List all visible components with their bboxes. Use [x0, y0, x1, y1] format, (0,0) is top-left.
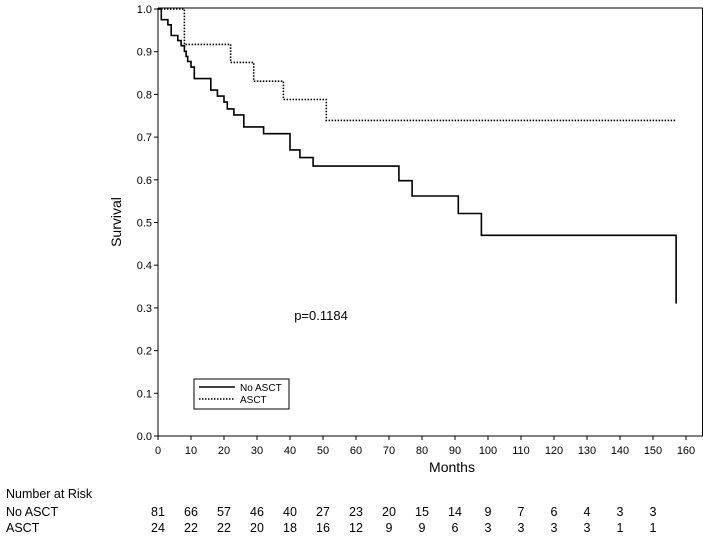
risk-value: 1 — [650, 521, 657, 535]
risk-value: 9 — [419, 521, 426, 535]
risk-table: Number at Risk No ASCT ASCT 81 66 57 46 40 27… — [6, 487, 657, 535]
x-tick-label: 30 — [251, 445, 263, 457]
risk-table-title: Number at Risk — [6, 487, 93, 501]
risk-value: 20 — [382, 505, 396, 519]
risk-value: 3 — [518, 521, 525, 535]
y-tick-label: 0.1 — [137, 388, 152, 400]
y-tick-label: 0.4 — [137, 260, 152, 272]
risk-value: 20 — [250, 521, 264, 535]
risk-value: 3 — [617, 505, 624, 519]
risk-value: 3 — [650, 505, 657, 519]
x-tick-label: 110 — [512, 445, 530, 457]
y-tick-label: 0.0 — [137, 431, 152, 443]
y-tick-label: 0.2 — [137, 346, 152, 358]
risk-value: 81 — [151, 505, 165, 519]
x-tick-label: 140 — [611, 445, 629, 457]
risk-value: 1 — [617, 521, 624, 535]
y-tick-label: 1.0 — [137, 4, 152, 16]
risk-value: 7 — [518, 505, 525, 519]
p-value-annotation: p=0.1184 — [294, 308, 348, 323]
legend-box — [193, 378, 290, 410]
y-tick-label: 0.6 — [137, 175, 152, 187]
risk-value: 12 — [349, 521, 363, 535]
x-tick-label: 160 — [677, 445, 695, 457]
y-tick-label: 0.5 — [137, 218, 152, 230]
x-tick-label: 120 — [545, 445, 563, 457]
x-tick-label: 60 — [350, 445, 362, 457]
x-tick-label: 90 — [449, 445, 461, 457]
legend-label-no-asct: No ASCT — [240, 383, 282, 394]
risk-value: 9 — [485, 505, 492, 519]
plot-axes: 0.0 0.1 0.2 0.3 0.4 0.5 0.6 0.7 0.8 0.9 1.0 0 10 20 30… — [137, 4, 703, 457]
risk-value: 9 — [386, 521, 393, 535]
risk-value: 15 — [415, 505, 429, 519]
risk-value: 14 — [448, 505, 462, 519]
risk-row-label-no-asct: No ASCT — [6, 505, 58, 519]
risk-value: 24 — [151, 521, 165, 535]
x-axis-title: Months — [429, 459, 475, 475]
risk-value: 3 — [485, 521, 492, 535]
x-tick-label: 10 — [185, 445, 197, 457]
y-tick-label: 0.8 — [137, 89, 152, 101]
x-tick-label: 80 — [416, 445, 428, 457]
y-axis-title: Survival — [108, 197, 124, 247]
risk-value: 3 — [551, 521, 558, 535]
x-tick-label: 40 — [284, 445, 296, 457]
y-tick-label: 0.3 — [137, 303, 152, 315]
risk-value: 6 — [551, 505, 558, 519]
risk-value: 57 — [217, 505, 231, 519]
risk-value: 66 — [184, 505, 198, 519]
risk-row-label-asct: ASCT — [6, 521, 40, 535]
y-tick-label: 0.9 — [137, 47, 152, 59]
x-tick-label: 0 — [155, 445, 161, 457]
risk-value: 6 — [452, 521, 459, 535]
risk-value: 3 — [584, 521, 591, 535]
x-tick-label: 150 — [644, 445, 662, 457]
x-tick-label: 20 — [218, 445, 230, 457]
risk-value: 23 — [349, 505, 363, 519]
risk-value: 18 — [283, 521, 297, 535]
series-line-no-asct — [158, 8, 677, 304]
risk-value: 46 — [250, 505, 264, 519]
series-layer — [158, 8, 677, 304]
y-tick-label: 0.7 — [137, 132, 152, 144]
risk-value: 16 — [316, 521, 330, 535]
x-tick-label: 130 — [578, 445, 596, 457]
risk-value: 27 — [316, 505, 330, 519]
series-line-asct — [158, 8, 677, 122]
legend-label-asct: ASCT — [240, 395, 267, 406]
x-tick-label: 50 — [317, 445, 329, 457]
x-tick-label: 100 — [479, 445, 497, 457]
risk-value: 22 — [184, 521, 198, 535]
risk-value: 4 — [584, 505, 591, 519]
risk-value: 40 — [283, 505, 297, 519]
risk-value: 22 — [217, 521, 231, 535]
x-tick-label: 70 — [383, 445, 395, 457]
legend: No ASCT ASCT — [193, 378, 290, 410]
